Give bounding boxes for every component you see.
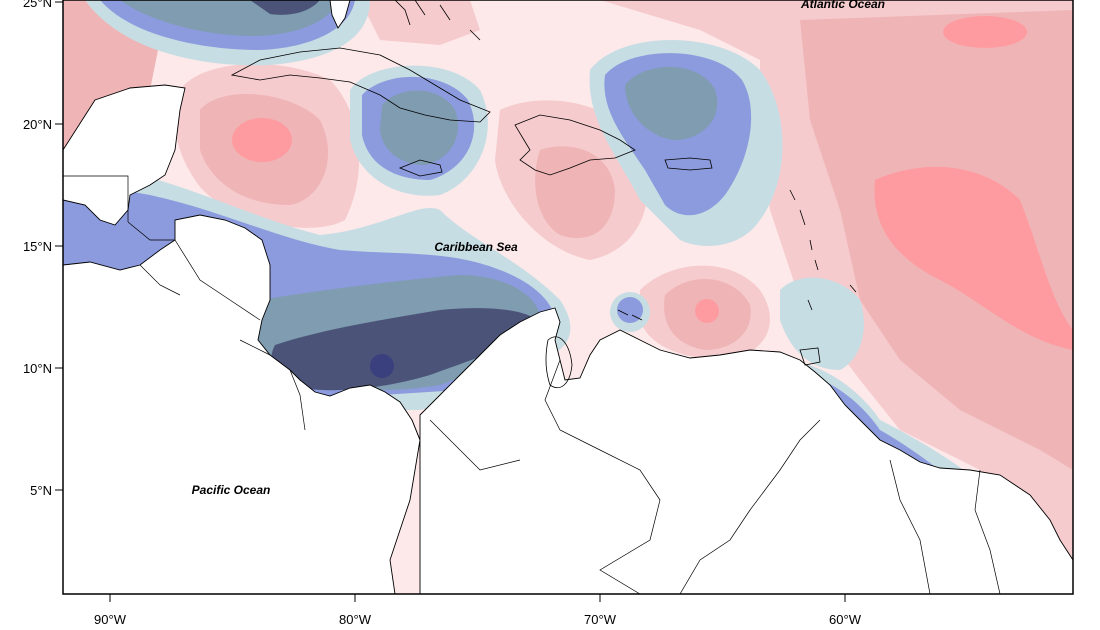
warm-region-atlantic-core xyxy=(874,166,1073,350)
lake-maracaibo xyxy=(545,336,573,389)
florida-land xyxy=(329,0,351,29)
cuba-island xyxy=(230,47,491,123)
label-atlantic-ocean: Atlantic Ocean xyxy=(800,0,885,11)
border-mexico-guatemala xyxy=(63,175,175,241)
lon-tick-60: 60°W xyxy=(829,612,862,627)
lat-tick-10: 10°N xyxy=(23,361,52,376)
warm-spot-gulf xyxy=(232,118,292,162)
warm-spot-venezuela xyxy=(695,299,719,323)
south-america-land xyxy=(419,307,1073,594)
lon-tick-80: 80°W xyxy=(339,612,372,627)
islands xyxy=(230,0,857,389)
warm-region-hispaniola-inner xyxy=(535,146,615,238)
cool-region-puertorico-core xyxy=(625,66,718,140)
border-colombia-venezuela xyxy=(544,359,661,594)
border-suriname-guiana xyxy=(974,469,1001,594)
longitude-axis: 90°W 80°W 70°W 60°W xyxy=(94,594,862,627)
lon-tick-90: 90°W xyxy=(94,612,127,627)
warm-region-bahamas xyxy=(360,0,480,45)
label-caribbean-sea: Caribbean Sea xyxy=(434,240,518,254)
cool-spot-caribbean-deepest xyxy=(370,354,394,378)
country-borders xyxy=(63,175,1001,594)
land-masses xyxy=(63,0,1073,594)
border-venezuela-guyana xyxy=(679,419,821,594)
lat-tick-20: 20°N xyxy=(23,117,52,132)
lesser-antilles xyxy=(789,189,857,311)
cool-region-caribbean-deep xyxy=(271,308,540,391)
border-guatemala-honduras xyxy=(139,239,261,321)
lat-tick-15: 15°N xyxy=(23,239,52,254)
border-panama-colombia xyxy=(411,419,521,471)
puertorico-island xyxy=(664,157,713,171)
curacao-islands xyxy=(617,309,643,321)
border-nicaragua-costarica xyxy=(239,339,306,431)
label-pacific-ocean: Pacific Ocean xyxy=(192,483,271,497)
warm-spot-atlantic xyxy=(943,16,1027,48)
place-labels: Atlantic Ocean Caribbean Sea Pacific Oce… xyxy=(192,0,885,497)
yucatan-land xyxy=(63,84,186,226)
bahamas-islands xyxy=(394,0,481,41)
cool-region-antilles xyxy=(780,277,864,370)
map-frame xyxy=(62,0,1074,595)
cool-region-jamaica-core xyxy=(380,90,459,165)
border-guyana-suriname xyxy=(889,459,931,594)
lat-tick-5: 5°N xyxy=(30,483,52,498)
trinidad-island xyxy=(799,347,821,366)
warm-anomaly-regions xyxy=(63,0,1073,560)
jamaica-island xyxy=(398,159,443,177)
latitude-axis: 25°N 20°N 15°N 10°N 5°N xyxy=(23,0,63,498)
hispaniola-island xyxy=(514,114,636,176)
cool-region-gulf-north-deep xyxy=(250,0,320,15)
lon-tick-70: 70°W xyxy=(584,612,617,627)
lat-tick-25: 25°N xyxy=(23,0,52,10)
cool-spot-curacao xyxy=(617,297,643,323)
